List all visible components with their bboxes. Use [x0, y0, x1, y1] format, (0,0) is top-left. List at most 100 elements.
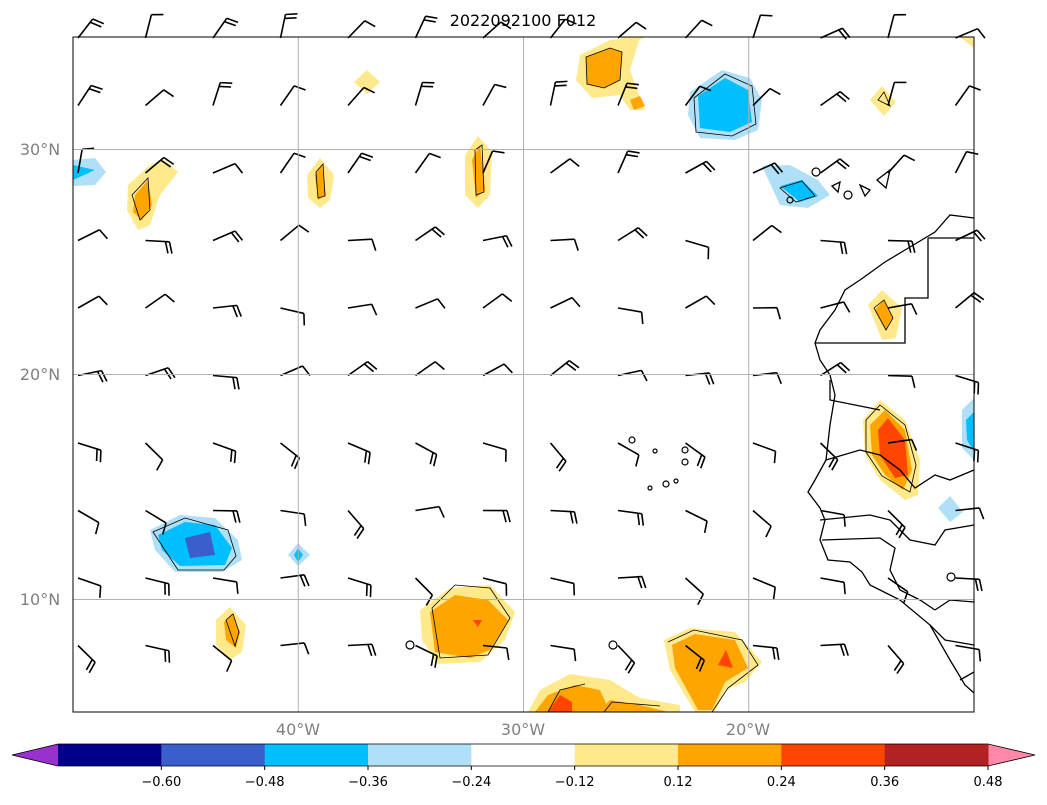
wind-barb — [550, 644, 577, 662]
contour-line — [474, 144, 485, 196]
wind-barb — [617, 150, 640, 174]
wind-barb — [482, 150, 505, 174]
contour-lines — [131, 47, 917, 713]
wind-barb — [212, 17, 239, 39]
contour-line — [667, 629, 759, 713]
island — [843, 190, 853, 200]
shading-patch — [960, 37, 974, 48]
wind-barb — [415, 505, 445, 518]
contour-line — [225, 613, 240, 648]
wind-barb — [212, 304, 242, 318]
border-line — [819, 514, 975, 546]
wind-barb — [347, 442, 371, 465]
border-line — [829, 380, 881, 411]
wind-barb — [279, 13, 298, 39]
wind-barb — [415, 361, 445, 377]
wind-barb — [280, 509, 307, 527]
island — [830, 180, 841, 194]
wind-barb — [280, 307, 306, 326]
wind-barb — [752, 509, 772, 538]
gridlines — [73, 37, 974, 712]
shading-patch — [473, 620, 482, 627]
border-line — [815, 238, 929, 344]
wind-barb — [212, 577, 239, 594]
wind-barb — [144, 442, 164, 471]
wind-barb — [279, 224, 310, 242]
wind-barb — [279, 85, 306, 106]
shading-patch — [224, 614, 240, 648]
wind-barb — [347, 303, 378, 316]
wind-barb — [684, 85, 712, 106]
wind-barb — [415, 442, 438, 467]
wind-barb — [482, 509, 511, 523]
wind-barb — [280, 642, 310, 655]
island — [608, 640, 618, 650]
wind-barb — [145, 239, 173, 254]
wind-barb — [887, 13, 907, 39]
wind-barb — [820, 643, 849, 657]
map-area — [72, 13, 986, 713]
wind-barb — [414, 15, 438, 39]
wind-barb — [415, 644, 438, 668]
wind-barb — [887, 303, 918, 316]
wind-barb — [617, 227, 648, 242]
colorbar-segment — [161, 744, 266, 766]
wind-barb — [347, 238, 377, 251]
shading-patch — [698, 78, 752, 132]
wind-barb — [145, 509, 167, 535]
colorbar-segment — [368, 744, 472, 766]
wind-barb — [752, 224, 782, 242]
wind-barb — [685, 509, 708, 534]
island — [628, 436, 636, 444]
wind-barb — [347, 360, 378, 377]
wind-barb — [145, 293, 175, 309]
shaded-field — [73, 37, 974, 712]
wind-barb — [752, 577, 776, 600]
wind-barb — [617, 509, 645, 526]
map-frame — [72, 36, 975, 713]
colorbar-segment — [58, 744, 162, 766]
wind-barb — [752, 87, 781, 107]
shading-patch — [870, 86, 896, 116]
wind-barb — [820, 361, 851, 377]
wind-barb — [752, 162, 784, 175]
wind-barb — [887, 154, 916, 174]
wind-barb — [347, 20, 376, 39]
wind-barb — [550, 509, 578, 524]
island — [786, 196, 794, 204]
wind-barb — [482, 21, 512, 39]
contour-line — [547, 683, 586, 713]
wind-barb — [955, 507, 985, 520]
island — [662, 480, 670, 488]
island — [858, 183, 872, 198]
wind-barb — [887, 438, 918, 451]
wind-barb — [617, 644, 636, 674]
contour-line — [693, 73, 757, 137]
wind-barb — [482, 644, 510, 660]
contour-line — [152, 517, 237, 571]
shading-patch — [354, 70, 380, 94]
wind-barb — [820, 577, 846, 595]
shading-patch — [672, 634, 748, 710]
wind-barb — [145, 644, 171, 663]
island — [875, 168, 892, 190]
wind-barb — [819, 442, 839, 471]
island — [811, 167, 821, 177]
wind-barb — [685, 644, 706, 672]
wind-barb — [212, 162, 244, 174]
border-line — [959, 671, 975, 681]
wind-barb — [820, 301, 851, 313]
wind-barb — [685, 239, 710, 260]
contour-line — [865, 404, 917, 493]
wind-barb — [279, 152, 306, 174]
colorbar-tick-label: −0.36 — [348, 775, 388, 790]
shading-patch — [133, 180, 152, 220]
shading-patch — [598, 700, 668, 712]
lat-label-10n: 10°N — [20, 590, 60, 609]
colorbar-tick-label: −0.12 — [555, 775, 595, 790]
small-islands — [405, 167, 956, 650]
wind-barb — [414, 81, 435, 106]
wind-barb — [77, 509, 100, 535]
wind-barb — [617, 442, 640, 467]
